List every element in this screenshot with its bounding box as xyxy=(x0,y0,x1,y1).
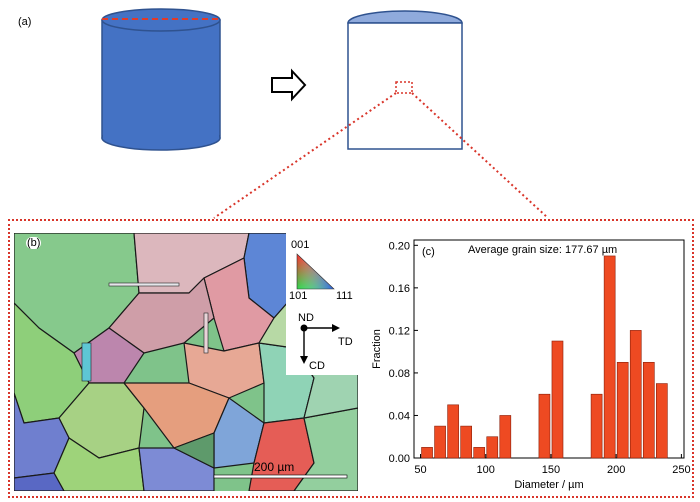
cylinder xyxy=(101,8,221,151)
panel-a-label: (a) xyxy=(18,16,32,28)
y-tick-label: 0.04 xyxy=(389,410,410,422)
panel-b-label: (b) xyxy=(26,237,42,249)
zoom-line-right xyxy=(411,92,549,219)
sample-axes xyxy=(300,324,340,364)
cylinder-section xyxy=(213,10,549,219)
histogram-bar xyxy=(629,330,642,459)
histogram-bar xyxy=(642,361,655,459)
histogram-bar xyxy=(473,447,486,459)
scale-bar-label: 200 µm xyxy=(254,460,295,474)
panel-c-label: (c) xyxy=(422,246,435,258)
histogram-bar xyxy=(590,393,603,459)
schematic xyxy=(101,8,549,219)
x-tick-label: 200 xyxy=(607,464,625,476)
x-axis-label: Diameter / µm xyxy=(514,479,583,491)
histogram-bar xyxy=(434,425,446,459)
scale-bar xyxy=(213,474,348,479)
grain-boundaries xyxy=(14,233,358,491)
axis-cd: CD xyxy=(309,360,325,372)
histogram-bar xyxy=(486,436,499,459)
section-top xyxy=(347,10,463,24)
histogram-bar xyxy=(656,383,668,459)
y-axis-label: Fraction xyxy=(371,329,383,369)
histogram-bar xyxy=(603,255,616,459)
histogram-bar xyxy=(421,447,433,459)
ipf-label-001: 001 xyxy=(291,239,310,251)
twin-lamella xyxy=(108,282,180,287)
axis-nd: ND xyxy=(298,312,314,324)
twin-lamella xyxy=(81,342,92,382)
histogram-bar xyxy=(538,393,551,459)
axis-td: TD xyxy=(338,336,353,348)
histogram-bar xyxy=(499,415,512,459)
x-tick-label: 150 xyxy=(542,464,560,476)
y-tick-label: 0.00 xyxy=(389,453,410,465)
histogram-bar xyxy=(447,404,459,459)
region-of-interest xyxy=(395,81,413,94)
arrow-right-icon xyxy=(271,68,307,102)
cd-arrow-icon xyxy=(300,356,308,364)
y-tick-label: 0.12 xyxy=(389,325,410,337)
twin-lamella xyxy=(203,312,209,354)
histogram-bar xyxy=(551,340,564,459)
grain-size-histogram: 0.000.040.080.120.160.20 50 100 150 200 250 … xyxy=(371,239,691,491)
average-annotation: Average grain size: 177.67 µm xyxy=(468,244,617,256)
histogram-bar xyxy=(460,425,472,459)
y-tick-label: 0.16 xyxy=(389,283,410,295)
x-tick-label: 100 xyxy=(477,464,495,476)
ipf-label-111: 111 xyxy=(336,290,353,302)
y-tick-label: 0.08 xyxy=(389,368,410,380)
histogram-bar xyxy=(616,361,629,459)
zoom-frame xyxy=(8,219,694,498)
y-tick-label: 0.20 xyxy=(389,240,410,252)
ipf-label-101: 101 xyxy=(289,290,308,302)
zoom-line-left xyxy=(213,92,397,219)
ipf-triangle xyxy=(296,253,335,290)
x-tick-label: 50 xyxy=(414,464,426,476)
cylinder-fill-cover xyxy=(103,20,219,137)
x-tick-label: 250 xyxy=(672,464,690,476)
section-face xyxy=(347,22,463,150)
td-arrow-icon xyxy=(332,324,340,332)
